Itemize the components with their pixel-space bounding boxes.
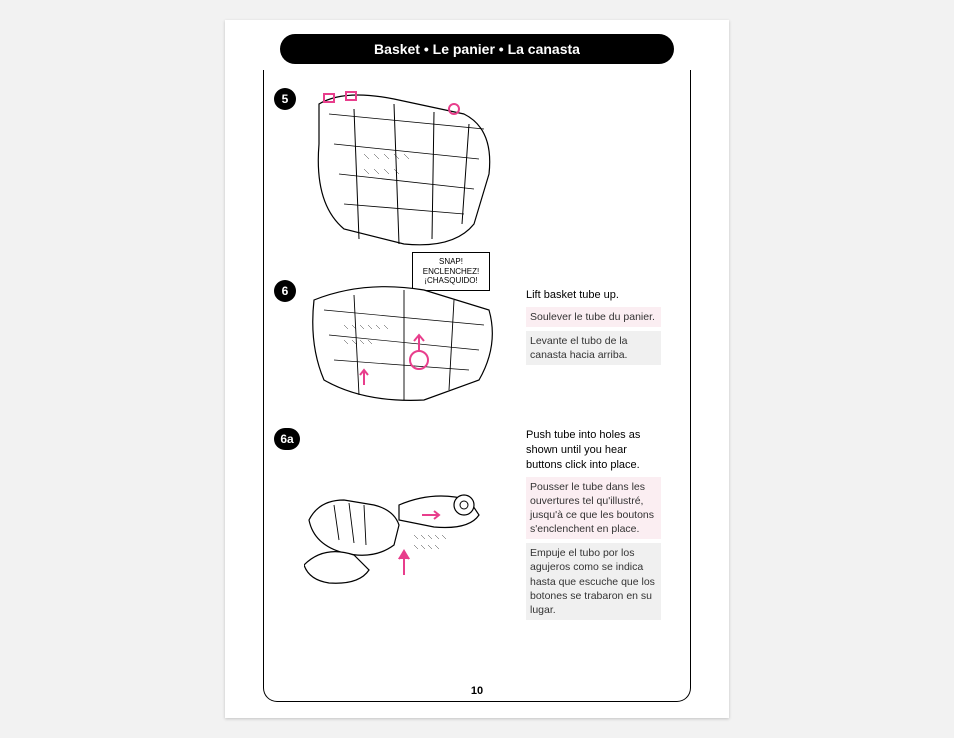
step-6a-marker: 6a (274, 428, 300, 450)
step-6-en: Lift basket tube up. (526, 288, 661, 303)
step-6-illustration (304, 275, 504, 410)
step-6-marker: 6 (274, 280, 296, 302)
step-6a-illustration (304, 445, 504, 585)
step-6a-es: Empuje el tubo por los agujeros como se … (526, 543, 661, 620)
step-6-label: 6 (282, 284, 289, 298)
push-tube-drawing (304, 445, 504, 585)
step-6-es: Levante el tubo de la canasta hacia arri… (526, 331, 661, 365)
step-6a-text: Push tube into holes as shown until you … (526, 428, 661, 620)
step-5-label: 5 (282, 92, 289, 106)
step-6a-fr: Pousser le tube dans les ouvertures tel … (526, 477, 661, 540)
page-number: 10 (264, 685, 690, 697)
lift-tube-drawing (304, 275, 504, 410)
step-6-fr: Soulever le tube du panier. (526, 307, 661, 327)
section-title: Basket • Le panier • La canasta (374, 41, 580, 57)
step-5-marker: 5 (274, 88, 296, 110)
manual-page: Basket • Le panier • La canasta 5 SNAP! (225, 20, 729, 718)
snap-line1: SNAP! (419, 257, 483, 267)
content-frame: 5 SNAP! ENCLENCHEZ! ¡CHASQUIDO! 6 (263, 70, 691, 702)
step-6-text: Lift basket tube up. Soulever le tube du… (526, 288, 661, 365)
section-header: Basket • Le panier • La canasta (280, 34, 674, 64)
stroller-basket-drawing (304, 84, 504, 259)
step-6a-en: Push tube into holes as shown until you … (526, 428, 661, 473)
step-6a-label: 6a (280, 432, 293, 446)
step-5-illustration (304, 84, 504, 259)
